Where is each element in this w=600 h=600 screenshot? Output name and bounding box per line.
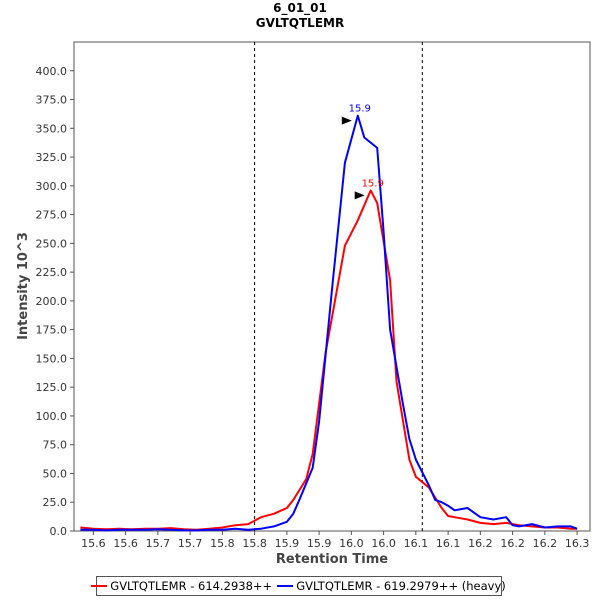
chart-title-line-2: GVLTQTLEMR bbox=[255, 16, 345, 30]
x-tick-label: 15.7 bbox=[146, 537, 171, 550]
x-tick-label: 16.2 bbox=[500, 537, 525, 550]
x-tick-label: 16.3 bbox=[565, 537, 590, 550]
y-tick-label: 25.0 bbox=[43, 496, 68, 509]
legend-label-heavy: GVLTQTLEMR - 619.2979++ (heavy) bbox=[296, 579, 506, 593]
series-line-heavy bbox=[80, 114, 578, 532]
chart-title-line-1: 6_01_01 bbox=[273, 1, 327, 15]
x-tick-label: 15.9 bbox=[275, 537, 300, 550]
x-tick-label: 15.8 bbox=[210, 537, 235, 550]
legend-label-light: GVLTQTLEMR - 614.2938++ bbox=[110, 579, 273, 593]
y-tick-label: 75.0 bbox=[43, 439, 68, 452]
y-tick-label: 100.0 bbox=[36, 410, 68, 423]
y-tick-label: 250.0 bbox=[36, 237, 68, 250]
y-tick-label: 200.0 bbox=[36, 295, 68, 308]
y-tick-label: 175.0 bbox=[36, 324, 68, 337]
peak-marker-arrow bbox=[354, 191, 365, 200]
y-tick-label: 150.0 bbox=[36, 352, 68, 365]
legend-swatch-red bbox=[91, 585, 108, 587]
x-tick-label: 15.6 bbox=[113, 537, 138, 550]
x-tick-label: 15.8 bbox=[242, 537, 267, 550]
y-tick-label: 350.0 bbox=[36, 122, 68, 135]
y-tick-label: 375.0 bbox=[36, 94, 68, 107]
series-line-light bbox=[80, 189, 578, 531]
x-tick-label: 16.2 bbox=[533, 537, 558, 550]
y-tick-label: 275.0 bbox=[36, 209, 68, 222]
peak-label: 15.9 bbox=[349, 104, 371, 115]
legend-entry-heavy: GVLTQTLEMR - 619.2979++ (heavy) bbox=[275, 579, 506, 593]
x-tick-label: 16.0 bbox=[371, 537, 396, 550]
y-tick-label: 125.0 bbox=[36, 381, 68, 394]
y-axis-label: Intensity 10^3 bbox=[16, 232, 31, 340]
y-tick-label: 225.0 bbox=[36, 266, 68, 279]
x-tick-label: 16.1 bbox=[436, 537, 461, 550]
y-tick-label: 0.0 bbox=[50, 525, 68, 538]
peak-label: 15.9 bbox=[362, 178, 384, 189]
x-tick-label: 15.9 bbox=[307, 537, 332, 550]
legend-swatch-blue bbox=[277, 585, 294, 587]
x-axis-label: Retention Time bbox=[276, 552, 388, 567]
x-tick-label: 16.2 bbox=[468, 537, 493, 550]
y-tick-label: 400.0 bbox=[36, 65, 68, 78]
chart-legend: GVLTQTLEMR - 614.2938++ GVLTQTLEMR - 619… bbox=[91, 576, 506, 596]
x-tick-label: 16.0 bbox=[339, 537, 364, 550]
x-tick-label: 15.6 bbox=[81, 537, 106, 550]
x-tick-label: 16.1 bbox=[404, 537, 429, 550]
peak-marker-arrow bbox=[341, 116, 352, 125]
y-tick-label: 50.0 bbox=[43, 467, 68, 480]
y-tick-label: 300.0 bbox=[36, 180, 68, 193]
legend-entry-light: GVLTQTLEMR - 614.2938++ bbox=[89, 579, 272, 593]
y-tick-label: 325.0 bbox=[36, 151, 68, 164]
x-tick-label: 15.7 bbox=[178, 537, 203, 550]
